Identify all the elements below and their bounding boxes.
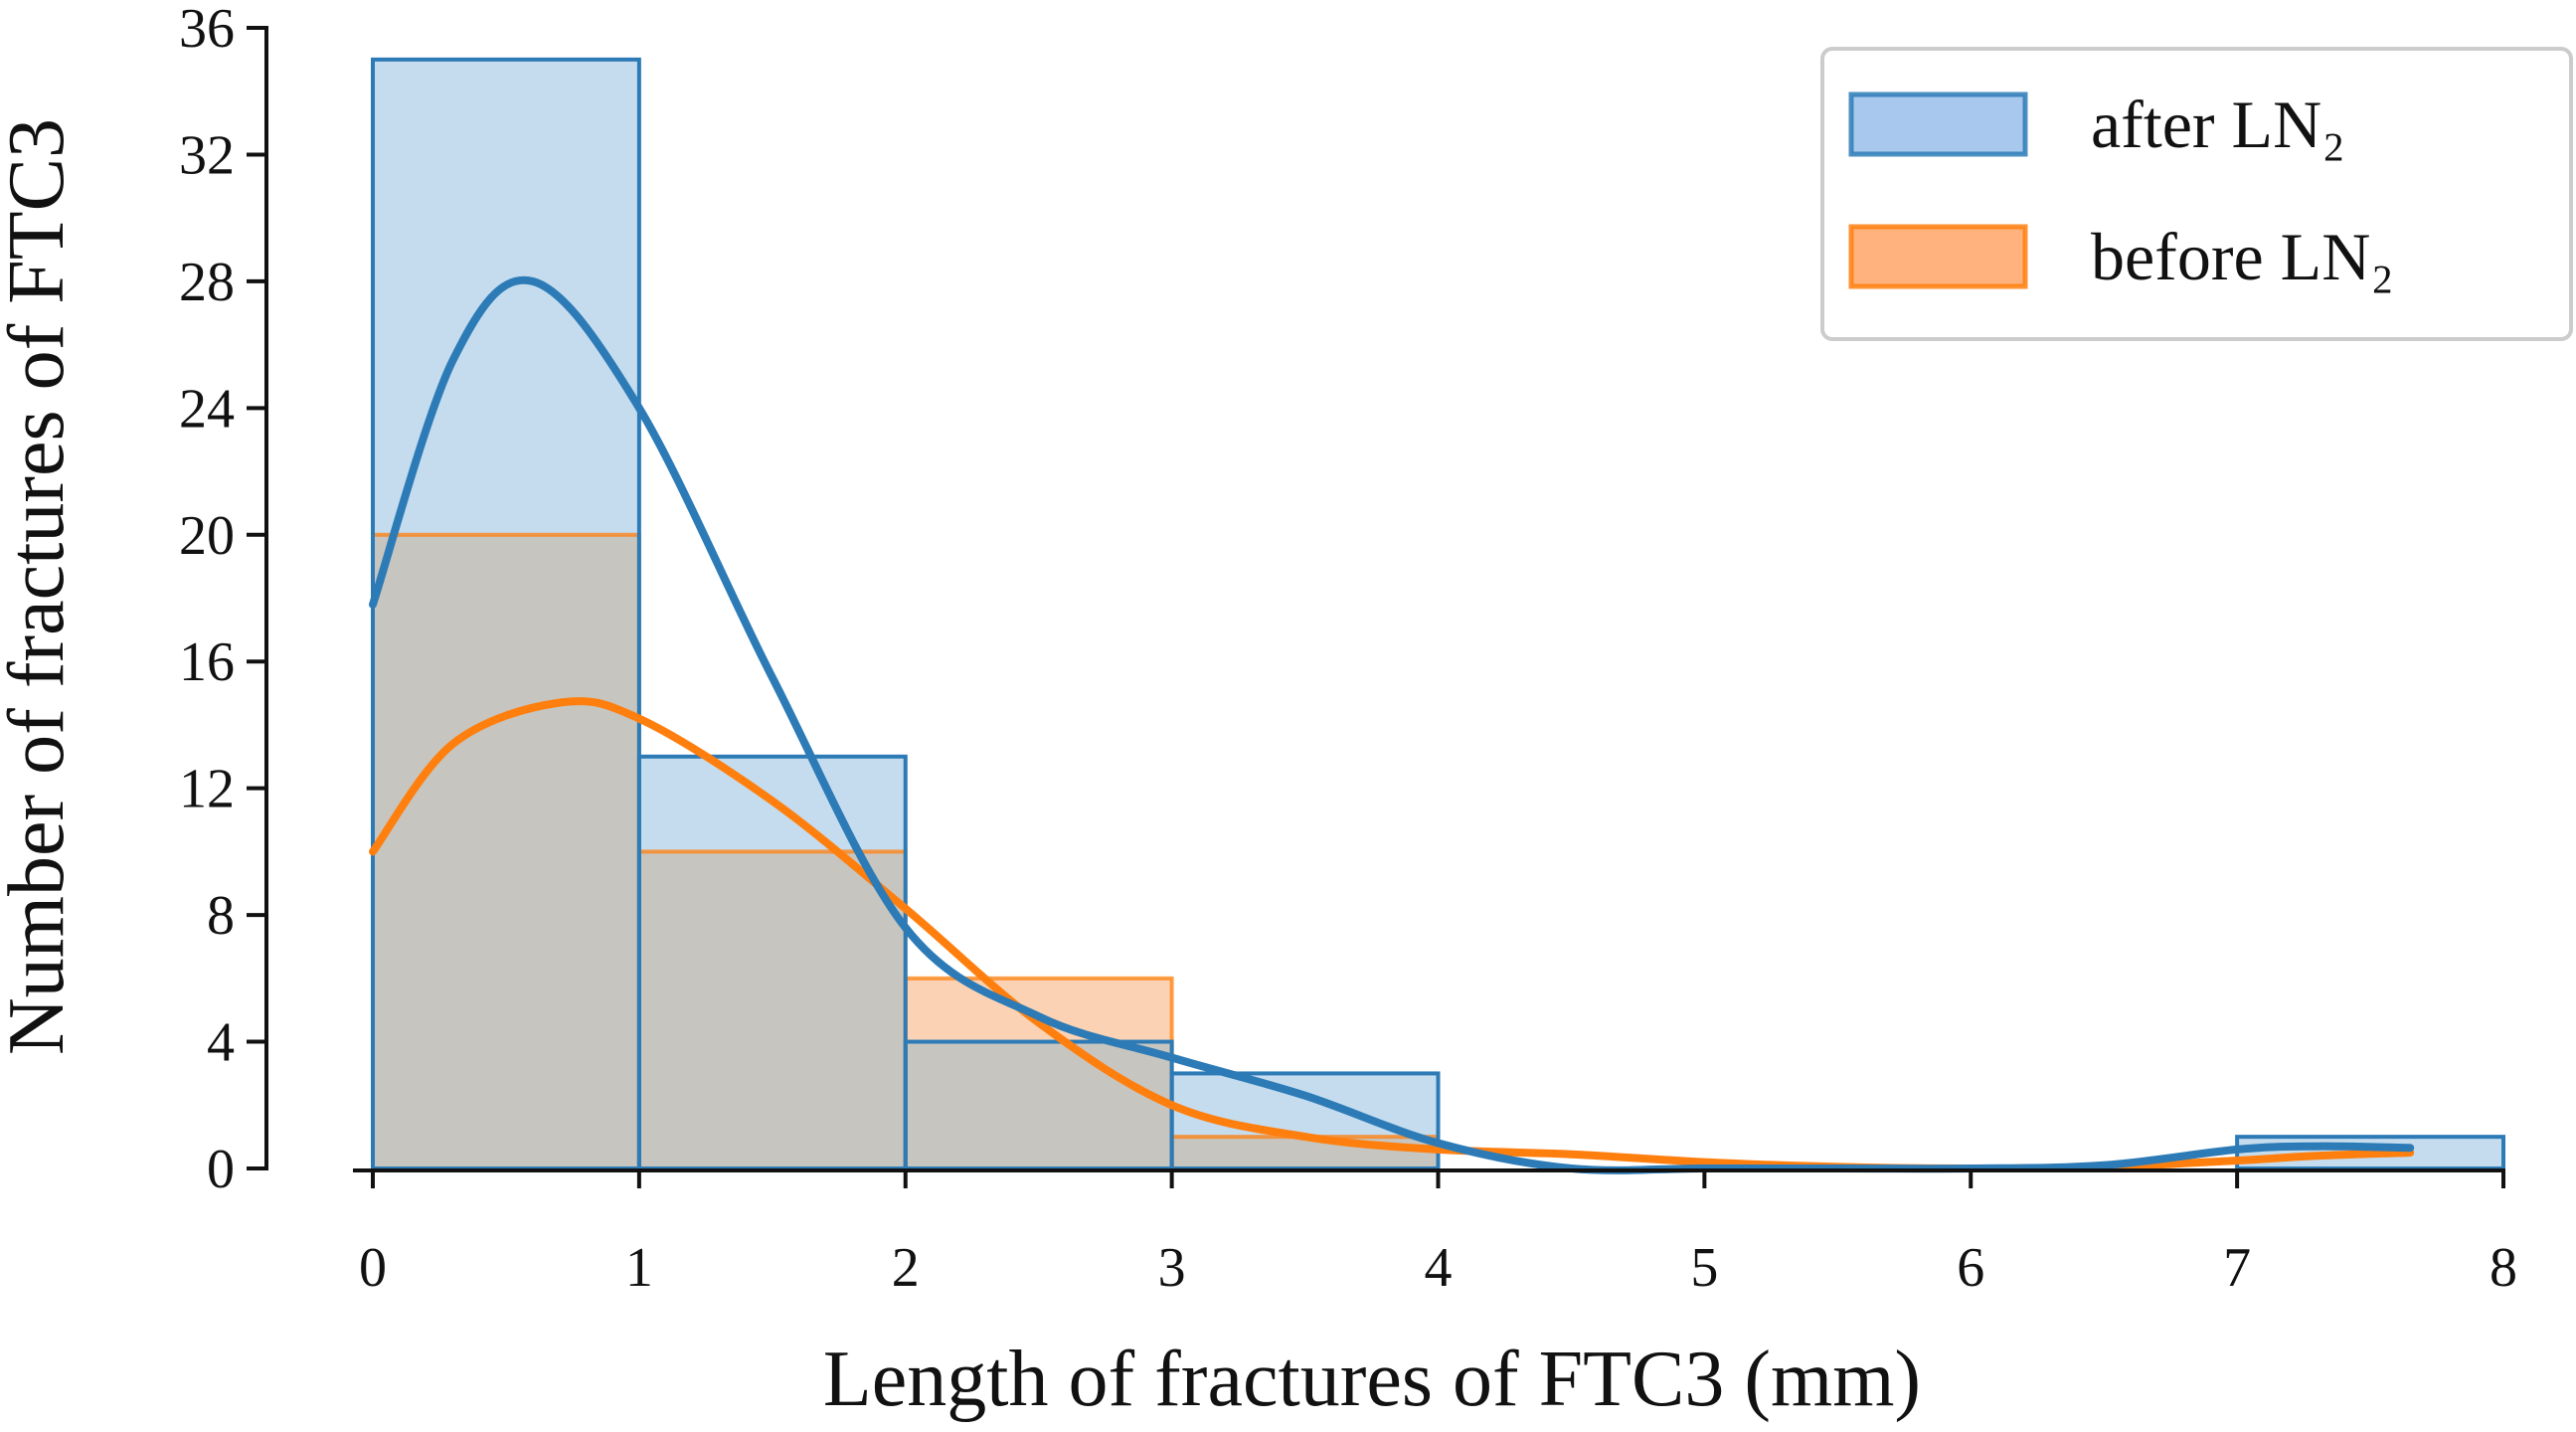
y-axis-title: Number of fractures of FTC3 xyxy=(0,118,81,1055)
x-ticks: 0 1 2 3 4 5 6 7 8 xyxy=(359,1170,2517,1299)
overlap-bar-1 xyxy=(638,851,906,1168)
y-tick-label: 28 xyxy=(179,252,235,313)
axes xyxy=(264,26,2505,1172)
x-axis-title: Length of fractures of FTC3 (mm) xyxy=(823,1336,1921,1423)
x-tick-label: 6 xyxy=(1957,1237,1984,1299)
y-tick-label: 20 xyxy=(179,505,235,567)
y-tick-label: 36 xyxy=(179,0,235,60)
y-ticks: 0 4 8 12 16 20 24 28 32 36 xyxy=(179,0,266,1200)
overlap-bar-0 xyxy=(373,534,639,1168)
legend: after LN₂ before LN₂ xyxy=(1820,47,2573,341)
legend-entries: after LN₂ before LN₂ xyxy=(1848,87,2394,294)
after-legend-label: after LN₂ xyxy=(2091,87,2345,162)
x-tick-label: 5 xyxy=(1690,1237,1718,1299)
x-tick-label: 0 xyxy=(359,1237,387,1299)
before-legend-label: before LN₂ xyxy=(2091,219,2394,294)
overlap-bar-2 xyxy=(905,1041,1172,1168)
x-tick-label: 8 xyxy=(2490,1237,2517,1299)
x-tick-label: 2 xyxy=(892,1237,920,1299)
after-legend-swatch xyxy=(1848,91,2028,157)
overlap-bar-3 xyxy=(1171,1137,1439,1168)
y-tick-label: 8 xyxy=(207,885,235,947)
after-kde-curve xyxy=(369,275,2415,1174)
y-tick-label: 16 xyxy=(179,631,235,693)
y-tick-label: 4 xyxy=(207,1012,235,1074)
y-tick-label: 0 xyxy=(207,1139,235,1200)
x-tick-label: 1 xyxy=(625,1237,653,1299)
y-tick-label: 32 xyxy=(179,124,235,186)
x-tick-label: 7 xyxy=(2223,1237,2251,1299)
before-bar-fill-2 xyxy=(905,978,1172,1042)
overlap-bars xyxy=(373,59,2503,1168)
y-tick-label: 12 xyxy=(179,759,235,820)
x-tick-label: 4 xyxy=(1425,1237,1453,1299)
before-legend-swatch xyxy=(1848,224,2028,289)
y-tick-label: 24 xyxy=(179,378,235,440)
x-tick-label: 3 xyxy=(1158,1237,1186,1299)
kde-curves xyxy=(369,275,2415,1174)
